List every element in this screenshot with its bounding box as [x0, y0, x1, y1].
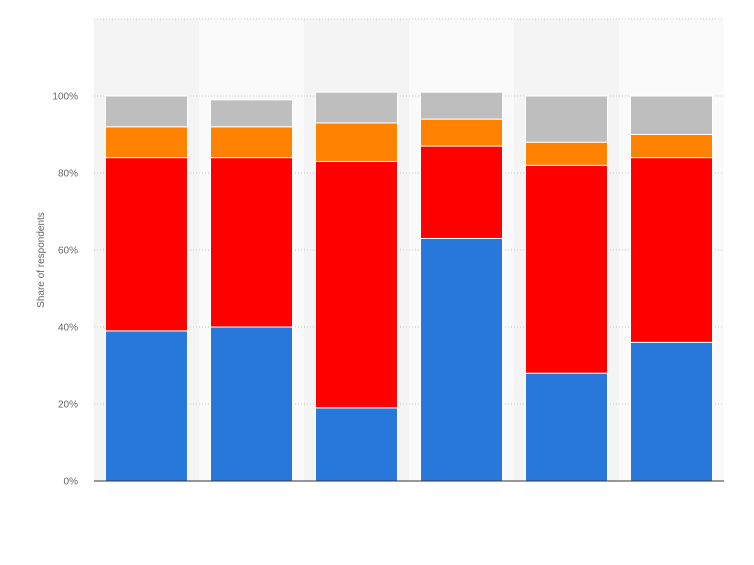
bar-segment[interactable] — [210, 99, 293, 128]
y-tick-label: 40% — [58, 323, 78, 334]
bars — [105, 91, 713, 482]
bar-segment[interactable] — [105, 126, 188, 159]
y-tick-label: 100% — [52, 92, 78, 103]
grid-lines — [94, 18, 724, 405]
bar-segment[interactable] — [630, 341, 713, 482]
y-tick-label: 0% — [64, 477, 79, 488]
bar-segment[interactable] — [315, 407, 398, 482]
bar-segment[interactable] — [105, 330, 188, 482]
bar-segment[interactable] — [630, 134, 713, 159]
y-axis-title: Share of respondents — [36, 212, 47, 308]
bar-segment[interactable] — [630, 95, 713, 135]
bar-segment[interactable] — [315, 122, 398, 162]
bar-segment[interactable] — [630, 157, 713, 343]
bar-segment[interactable] — [420, 118, 503, 147]
bar-segment[interactable] — [525, 372, 608, 482]
bar-segment[interactable] — [315, 160, 398, 409]
y-tick-label: 20% — [58, 400, 78, 411]
bar-segment[interactable] — [210, 326, 293, 482]
bar-segment[interactable] — [105, 95, 188, 128]
bar-segment[interactable] — [420, 91, 503, 120]
bar-segment[interactable] — [105, 157, 188, 332]
bar-segment[interactable] — [315, 91, 398, 124]
y-tick-label: 60% — [58, 246, 78, 257]
bar-segment[interactable] — [420, 237, 503, 482]
bar-segment[interactable] — [210, 126, 293, 159]
bar-segment[interactable] — [525, 95, 608, 143]
bar-segment[interactable] — [525, 141, 608, 166]
y-axis-ticks: 0% 20% 40% 60% 80% 100% — [52, 92, 78, 488]
bar-segment[interactable] — [525, 164, 608, 374]
y-tick-label: 80% — [58, 169, 78, 180]
bar-segment[interactable] — [420, 145, 503, 239]
bar-segment[interactable] — [210, 157, 293, 328]
